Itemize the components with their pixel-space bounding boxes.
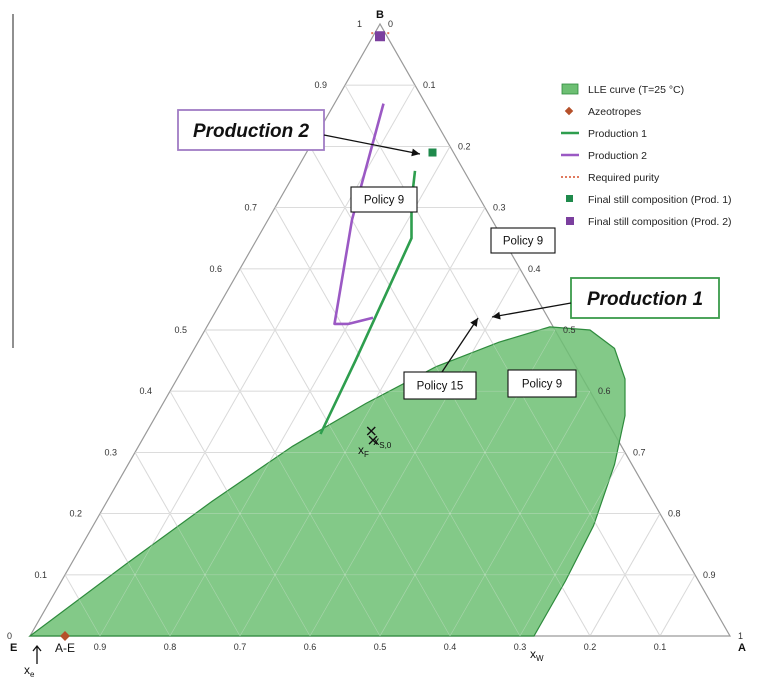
xw-label: xW bbox=[530, 647, 544, 663]
grid-line-overlay bbox=[659, 574, 696, 637]
policy-15-label-box bbox=[403, 371, 477, 400]
tick-label-bottom: 0.8 bbox=[164, 642, 177, 652]
legend-entry-prod1: Production 1 bbox=[588, 128, 647, 140]
legend-entry-final1: Final still composition (Prod. 1) bbox=[588, 194, 732, 206]
lle-region bbox=[28, 84, 696, 637]
tick-label-left: 1 bbox=[357, 19, 362, 29]
tick-label-left: 0.2 bbox=[69, 509, 82, 519]
tick-label-bottom: 0.2 bbox=[584, 642, 597, 652]
policy-9-label-b: Policy 9 bbox=[503, 236, 543, 248]
azeotrope-label-ae: A-E bbox=[55, 641, 75, 655]
legend-swatch-azeotrope bbox=[564, 106, 574, 116]
policy-9-label-c-box bbox=[507, 369, 577, 398]
grid-line-overlay bbox=[134, 452, 241, 637]
tick-label-right: 0.1 bbox=[423, 80, 436, 90]
grid-line-overlay bbox=[309, 268, 521, 637]
grid-line bbox=[659, 574, 696, 637]
tick-label-bottom: 0.6 bbox=[304, 642, 317, 652]
grid-line-overlay bbox=[239, 268, 451, 637]
grid-line-overlay bbox=[519, 452, 626, 637]
tick-label-bottom: 0.9 bbox=[94, 642, 107, 652]
azeotrope-marker bbox=[60, 631, 70, 641]
production-2-line bbox=[333, 103, 385, 326]
legend-swatch-final2 bbox=[566, 217, 574, 225]
legend-swatch-lle bbox=[561, 83, 579, 95]
policy-9-label-b-box bbox=[490, 227, 556, 254]
tick-label-right: 0.8 bbox=[668, 509, 681, 519]
final-still-prod2-marker bbox=[375, 31, 385, 42]
legend-entry-final2: Final still composition (Prod. 2) bbox=[588, 216, 732, 228]
production1-arrow-head bbox=[492, 311, 501, 320]
tick-label-right: 0.7 bbox=[633, 447, 646, 457]
policy15-arrow bbox=[441, 317, 479, 373]
vertex-label-b: B bbox=[376, 9, 384, 21]
feed-point-cross bbox=[368, 435, 378, 445]
lle-curve-region bbox=[28, 326, 626, 637]
policy-15-label: Policy 15 bbox=[417, 381, 464, 393]
tick-label-bottom: 0.4 bbox=[444, 642, 457, 652]
tick-label-left: 0.9 bbox=[314, 80, 327, 90]
grid-line-overlay bbox=[204, 329, 381, 637]
final-still-prod1-marker bbox=[428, 148, 437, 157]
grid-line-overlay bbox=[99, 513, 171, 637]
grid-line-overlay bbox=[169, 146, 451, 637]
policy-9-label-a: Policy 9 bbox=[364, 195, 404, 207]
production2-arrow-head bbox=[411, 148, 420, 157]
tick-label-bottom: 0.7 bbox=[234, 642, 247, 652]
grid-line-overlay bbox=[274, 207, 521, 637]
tick-label-right: 0.5 bbox=[563, 325, 576, 335]
vertex-label-e: E bbox=[10, 642, 17, 654]
feed-point-cross bbox=[366, 426, 376, 436]
tick-label-left: 0.6 bbox=[209, 264, 222, 274]
legend-swatch-final1 bbox=[566, 195, 573, 202]
tick-labels: 0 0.1 0.2 0.3 0.4 0.5 0.6 0.7 0.8 0.9 1 0 0.1 0.2 0.3 0… bbox=[7, 9, 746, 654]
production2-callout-box bbox=[177, 109, 325, 151]
legend-entry-purity: Required purity bbox=[588, 172, 660, 184]
annotations: Production 2 Production 1 Policy 9 Policy 9… bbox=[177, 109, 720, 400]
grid-line-overlay bbox=[64, 574, 101, 637]
production1-arrow bbox=[491, 302, 572, 318]
legend-entry-azeo: Azeotropes bbox=[588, 106, 641, 118]
tick-label-right: 0.4 bbox=[528, 264, 541, 274]
production2-arrow bbox=[323, 134, 421, 155]
tick-label-bottom: 0.1 bbox=[654, 642, 667, 652]
policy15-arrow-head bbox=[470, 318, 478, 327]
grid-line-overlay bbox=[239, 207, 486, 637]
tick-label-right: 0.2 bbox=[458, 141, 471, 151]
grid-line-overlay bbox=[589, 513, 661, 637]
tick-label-right: 0.9 bbox=[703, 570, 716, 580]
grid-line bbox=[589, 513, 661, 637]
legend-entry-lle: LLE curve (T=25 °C) bbox=[588, 84, 684, 96]
tick-label-left: 0.4 bbox=[139, 386, 152, 396]
grid-line-overlay bbox=[344, 85, 661, 637]
tick-label-left: 0.7 bbox=[244, 203, 257, 213]
ae-arrow bbox=[32, 644, 42, 664]
legend: LLE curve (T=25 °C) Azeotropes Production … bbox=[561, 83, 732, 228]
tick-label-right: 0.6 bbox=[598, 386, 611, 396]
production1-callout-box bbox=[570, 277, 720, 319]
tick-label-right: 0 bbox=[388, 19, 393, 29]
tick-label-left: 0.5 bbox=[174, 325, 187, 335]
tick-label-bottom: 0.5 bbox=[374, 642, 387, 652]
xe-label: xe bbox=[24, 663, 35, 677]
legend-entry-prod2: Production 2 bbox=[588, 150, 647, 162]
policy-9-label-c: Policy 9 bbox=[522, 379, 562, 391]
xf-label: xF bbox=[358, 443, 369, 459]
production1-callout: Production 1 bbox=[587, 289, 703, 310]
grid-line-overlay bbox=[169, 391, 311, 637]
policy-9-label-a-box bbox=[350, 186, 418, 213]
grid-line-overlay bbox=[449, 391, 591, 637]
tick-label-left: 0.1 bbox=[34, 570, 47, 580]
tick-label-right: 1 bbox=[738, 631, 743, 641]
tick-label-left: 0.3 bbox=[104, 447, 117, 457]
tick-label-left: 0 bbox=[7, 631, 12, 641]
vertex-label-a: A bbox=[738, 642, 746, 654]
tick-label-bottom: 0.3 bbox=[514, 642, 527, 652]
production2-callout: Production 2 bbox=[193, 121, 310, 142]
tick-label-right: 0.3 bbox=[493, 203, 506, 213]
